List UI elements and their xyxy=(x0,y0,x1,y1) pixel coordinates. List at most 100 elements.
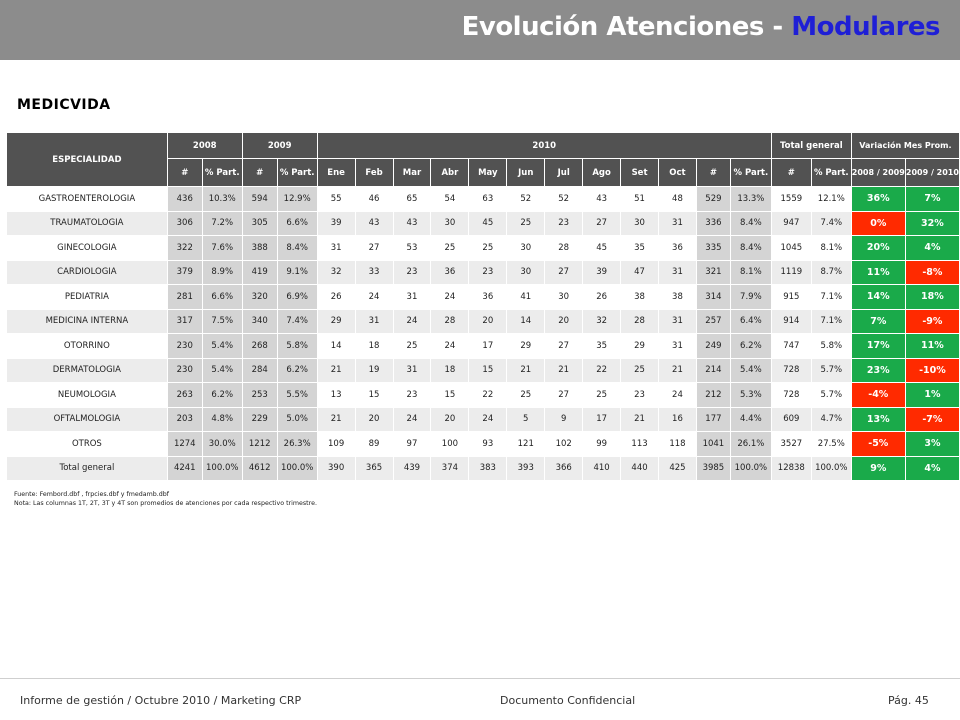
cell-month: 113 xyxy=(620,431,659,457)
cell-month: 65 xyxy=(392,186,432,212)
cell-var-2008-2009: 7% xyxy=(850,308,906,334)
cell-2010-num: 335 xyxy=(695,235,731,261)
cell-total-pct: 8.7% xyxy=(810,259,852,285)
cell-month: 27 xyxy=(354,235,394,261)
cell-var-2008-2009: 11% xyxy=(850,259,906,285)
cell-2010-pct: 100.0% xyxy=(729,455,772,481)
cell-month: 21 xyxy=(316,406,356,432)
subheader-month: Jul xyxy=(544,158,584,187)
cell-2008-pct: 4.8% xyxy=(201,406,243,432)
cell-2009-num: 229 xyxy=(241,406,278,432)
cell-2009-num: 4612 xyxy=(241,455,278,481)
cell-month: 97 xyxy=(392,431,432,457)
cell-2010-num: 321 xyxy=(695,259,731,285)
cell-var-2008-2009: 13% xyxy=(850,406,906,432)
cell-var-2008-2009: 36% xyxy=(850,186,906,212)
cell-month: 5 xyxy=(506,406,546,432)
cell-var-2009-2010: -9% xyxy=(904,308,960,334)
cell-2010-num: 3985 xyxy=(695,455,731,481)
cell-var-2008-2009: 0% xyxy=(850,210,906,236)
cell-2010-num: 1041 xyxy=(695,431,731,457)
subheader-month: Set xyxy=(620,158,659,187)
cell-month: 39 xyxy=(316,210,356,236)
cell-month: 31 xyxy=(658,333,697,359)
cell-2010-num: 177 xyxy=(695,406,731,432)
cell-var-2008-2009: 23% xyxy=(850,357,906,383)
cell-month: 99 xyxy=(582,431,622,457)
cell-2010-pct: 6.2% xyxy=(729,333,772,359)
cell-2009-pct: 26.3% xyxy=(276,431,318,457)
cell-total-num: 3527 xyxy=(770,431,812,457)
cell-2008-num: 1274 xyxy=(166,431,203,457)
cell-month: 14 xyxy=(316,333,356,359)
cell-month: 20 xyxy=(544,308,584,334)
cell-month: 24 xyxy=(430,333,470,359)
cell-month: 32 xyxy=(582,308,622,334)
cell-2008-num: 379 xyxy=(166,259,203,285)
cell-month: 20 xyxy=(354,406,394,432)
table-row: OTORRINO 230 5.4% 268 5.8% 14 18 25 24 17 29 27 35 29… xyxy=(6,333,960,359)
table-row: DERMATOLOGIA 230 5.4% 284 6.2% 21 19 31 18 15 21 21… xyxy=(6,357,960,383)
subheader-month: Mar xyxy=(392,158,432,187)
cell-var-2009-2010: 18% xyxy=(904,284,960,310)
subheader-2008-num: # xyxy=(166,158,203,187)
cell-month: 30 xyxy=(506,259,546,285)
subheader-month: Feb xyxy=(354,158,394,187)
cell-total-pct: 8.1% xyxy=(810,235,852,261)
cell-month: 425 xyxy=(658,455,697,481)
cell-2009-num: 268 xyxy=(241,333,278,359)
cell-total-num: 728 xyxy=(770,357,812,383)
footer-center: Documento Confidencial xyxy=(500,694,636,707)
cell-month: 18 xyxy=(430,357,470,383)
cell-month: 23 xyxy=(544,210,584,236)
cell-2009-num: 253 xyxy=(241,382,278,408)
cell-month: 63 xyxy=(468,186,508,212)
table-row: CARDIOLOGIA 379 8.9% 419 9.1% 32 33 23 36 23 30 27 3… xyxy=(6,259,960,285)
cell-total-num: 915 xyxy=(770,284,812,310)
source-note: Fuente: Fembord.dbf , frpcies.dbf y fmed… xyxy=(14,491,169,498)
cell-2008-num: 263 xyxy=(166,382,203,408)
cell-month: 17 xyxy=(582,406,622,432)
cell-month: 32 xyxy=(316,259,356,285)
cell-month: 31 xyxy=(354,308,394,334)
cell-2010-num: 257 xyxy=(695,308,731,334)
cell-month: 36 xyxy=(468,284,508,310)
cell-2010-num: 249 xyxy=(695,333,731,359)
cell-month: 23 xyxy=(392,382,432,408)
cell-month: 36 xyxy=(658,235,697,261)
table-row: OFTALMOLOGIA 203 4.8% 229 5.0% 21 20 24 20 24 5 9 17… xyxy=(6,406,960,432)
title-main: Evolución Atenciones - xyxy=(461,12,792,42)
cell-2010-pct: 8.4% xyxy=(729,210,772,236)
cell-month: 54 xyxy=(430,186,470,212)
cell-var-2008-2009: 14% xyxy=(850,284,906,310)
cell-2010-num: 529 xyxy=(695,186,731,212)
cell-var-2009-2010: -8% xyxy=(904,259,960,285)
cell-month: 27 xyxy=(544,259,584,285)
page-title: Evolución Atenciones - Modulares xyxy=(461,12,941,42)
cell-month: 35 xyxy=(582,333,622,359)
cell-2008-pct: 7.2% xyxy=(201,210,243,236)
cell-2009-pct: 6.9% xyxy=(276,284,318,310)
cell-month: 29 xyxy=(620,333,659,359)
cell-month: 366 xyxy=(544,455,584,481)
cell-month: 45 xyxy=(468,210,508,236)
cell-month: 118 xyxy=(658,431,697,457)
cell-2009-num: 284 xyxy=(241,357,278,383)
cell-month: 31 xyxy=(392,284,432,310)
cell-month: 30 xyxy=(506,235,546,261)
cell-month: 393 xyxy=(506,455,546,481)
cell-month: 383 xyxy=(468,455,508,481)
cell-2008-num: 317 xyxy=(166,308,203,334)
columns-note: Nota: Las columnas 1T, 2T, 3T y 4T son p… xyxy=(14,500,317,507)
cell-month: 27 xyxy=(582,210,622,236)
cell-2009-pct: 9.1% xyxy=(276,259,318,285)
cell-total-num: 609 xyxy=(770,406,812,432)
cell-month: 100 xyxy=(430,431,470,457)
specialty-cell: GASTROENTEROLOGIA xyxy=(6,186,168,212)
cell-2009-pct: 5.5% xyxy=(276,382,318,408)
cell-month: 25 xyxy=(582,382,622,408)
cell-2009-pct: 5.0% xyxy=(276,406,318,432)
cell-month: 24 xyxy=(658,382,697,408)
cell-2009-pct: 7.4% xyxy=(276,308,318,334)
cell-2010-pct: 8.1% xyxy=(729,259,772,285)
